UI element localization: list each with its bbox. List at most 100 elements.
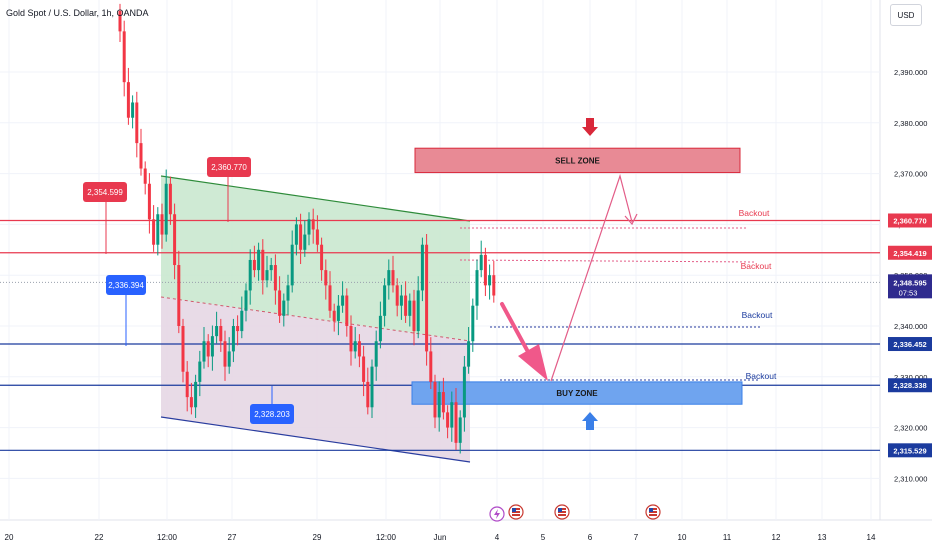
- current-price-label: 2,348.595: [893, 278, 926, 287]
- candle: [177, 250, 181, 334]
- us-flag-icon[interactable]: [508, 504, 524, 520]
- candle-body: [286, 285, 290, 301]
- candle: [433, 374, 437, 429]
- candle-body: [248, 259, 252, 291]
- candle: [328, 271, 332, 318]
- candle: [320, 237, 324, 281]
- candle: [408, 293, 412, 327]
- candle-body: [303, 234, 307, 250]
- candle: [311, 208, 315, 244]
- time-tick-label: 7: [634, 533, 639, 542]
- projection-down-arrowhead: [518, 344, 548, 381]
- callout-box: [106, 275, 146, 295]
- candle: [374, 330, 378, 381]
- candle-body: [395, 285, 399, 306]
- upper-channel-fill: [161, 176, 470, 341]
- candle: [357, 334, 361, 368]
- level-price-tag: [888, 245, 932, 260]
- candle-body: [294, 224, 298, 245]
- candle-body: [357, 341, 361, 357]
- time-tick-label: Jun: [434, 533, 447, 542]
- candle-body: [273, 265, 277, 291]
- time-tick-label: 10: [678, 533, 687, 542]
- candle-body: [437, 392, 441, 418]
- candle-body: [315, 229, 319, 245]
- candle: [202, 327, 206, 369]
- candle: [198, 350, 202, 397]
- candle-body: [483, 254, 487, 286]
- candle: [475, 259, 479, 320]
- candle-body: [332, 310, 336, 321]
- level-price-label: 2,360.770: [893, 216, 926, 225]
- price-tick-label: 2,370.000: [894, 170, 927, 179]
- candle-body: [206, 341, 210, 357]
- level-price-tag: [888, 213, 932, 228]
- candle: [290, 230, 294, 293]
- candle: [483, 247, 487, 297]
- candle: [416, 276, 420, 339]
- currency-button[interactable]: USD: [890, 4, 922, 26]
- candle-body: [454, 402, 458, 443]
- callout-label: 2,336.394: [108, 281, 144, 290]
- up-arrow-icon: [582, 412, 598, 430]
- us-flag-icon[interactable]: [645, 504, 661, 520]
- time-tick-label: 12:00: [376, 533, 397, 542]
- time-tick-label: 27: [228, 533, 237, 542]
- candle: [429, 337, 433, 389]
- time-tick-label: 5: [541, 533, 546, 542]
- candle: [269, 257, 273, 281]
- candle: [135, 91, 139, 158]
- candle: [173, 203, 177, 280]
- candle: [273, 254, 277, 305]
- candle: [160, 203, 164, 249]
- candle-body: [374, 341, 378, 367]
- candle-body: [429, 351, 433, 382]
- candle-body: [299, 224, 303, 250]
- candle: [395, 278, 399, 317]
- candle: [236, 315, 240, 346]
- us-flag-icon[interactable]: [554, 504, 570, 520]
- candle-body: [425, 244, 429, 352]
- candle-body: [164, 183, 168, 235]
- candle-body: [378, 315, 382, 342]
- candle: [492, 260, 496, 303]
- callout-box: [207, 157, 251, 177]
- candle-body: [227, 351, 231, 367]
- candle: [257, 242, 261, 281]
- price-axis[interactable]: 2,390.0002,380.0002,370.0002,360.0002,35…: [888, 68, 932, 483]
- candle: [462, 355, 466, 432]
- time-tick-label: 29: [313, 533, 322, 542]
- candle-body: [147, 183, 151, 220]
- callout-label: 2,354.599: [87, 188, 123, 197]
- price-callouts: 2,354.599 2,360.770 2,336.394 2,328.203: [83, 157, 294, 424]
- candle-body: [126, 82, 130, 118]
- projection-down-arrow: [500, 302, 529, 352]
- countdown-label: 07:53: [899, 288, 918, 297]
- candle: [349, 315, 353, 366]
- candle: [215, 311, 219, 344]
- buy-zone-label: BUY ZONE: [556, 389, 598, 398]
- candle-body: [387, 270, 391, 286]
- candle: [185, 361, 189, 412]
- candlesticks: [118, 3, 496, 454]
- time-tick-label: 6: [588, 533, 593, 542]
- time-axis[interactable]: 20 22 12:00 27 29 12:00 Jun 4 5 6 7 10 11 12 13 14: [5, 533, 876, 542]
- candle: [206, 334, 210, 368]
- candle-body: [307, 219, 311, 235]
- candle-body: [290, 244, 294, 286]
- candle-body: [353, 341, 357, 352]
- candle-body: [252, 259, 256, 271]
- callout-label: 2,360.770: [211, 163, 247, 172]
- lightning-icon[interactable]: [489, 506, 505, 522]
- candle-body: [282, 300, 286, 316]
- candle: [152, 205, 156, 252]
- candle: [441, 377, 445, 420]
- candle: [252, 245, 256, 278]
- candle: [450, 391, 454, 442]
- candle: [118, 3, 122, 43]
- backout-label: Backout: [739, 208, 770, 218]
- price-tick-label: 2,310.000: [894, 474, 927, 483]
- candle-body: [416, 290, 420, 332]
- candle: [366, 367, 370, 415]
